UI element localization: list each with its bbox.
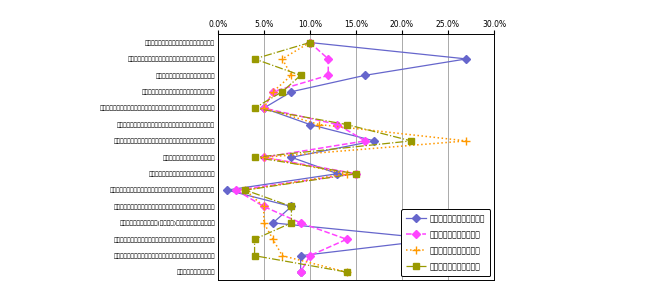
リテラシー最高セグメント <box>287 205 295 208</box>
リテラシー中セグメント <box>242 188 250 192</box>
リテラシー中セグメント <box>260 106 268 110</box>
Line: リテラシー最高セグメント: リテラシー最高セグメント <box>224 40 469 275</box>
リテラシー高セグメント <box>333 123 341 126</box>
リテラシー最高セグメント <box>463 57 471 61</box>
リテラシー最高セグメント <box>296 254 304 257</box>
リテラシー中セグメント <box>269 90 277 94</box>
リテラシー低セグメント <box>251 106 259 110</box>
リテラシー最高セグメント <box>223 188 231 192</box>
リテラシー低セグメント <box>296 74 304 77</box>
リテラシー低セグメント <box>251 156 259 159</box>
リテラシー高セグメント <box>260 106 268 110</box>
Line: リテラシー高セグメント: リテラシー高セグメント <box>233 40 368 275</box>
リテラシー低セグメント <box>306 41 314 44</box>
リテラシー低セグメント <box>278 90 286 94</box>
リテラシー高セグメント <box>343 238 350 241</box>
リテラシー高セグメント <box>352 172 360 175</box>
リテラシー最高セグメント <box>269 221 277 225</box>
リテラシー最高セグメント <box>260 106 268 110</box>
リテラシー最高セグメント <box>306 123 314 126</box>
リテラシー最高セグメント <box>296 270 304 274</box>
リテラシー高セグメント <box>296 221 304 225</box>
リテラシー低セグメント <box>251 254 259 257</box>
リテラシー最高セグメント <box>435 238 443 241</box>
リテラシー高セグメント <box>361 139 369 143</box>
リテラシー中セグメント <box>463 139 471 143</box>
リテラシー低セグメント <box>287 205 295 208</box>
リテラシー中セグメント <box>260 156 268 159</box>
リテラシー低セグメント <box>251 238 259 241</box>
リテラシー低セグメント <box>287 221 295 225</box>
リテラシー低セグメント <box>352 172 360 175</box>
リテラシー中セグメント <box>260 221 268 225</box>
リテラシー中セグメント <box>278 57 286 61</box>
Line: リテラシー中セグメント: リテラシー中セグメント <box>241 38 471 276</box>
リテラシー高セグメント <box>269 90 277 94</box>
リテラシー最高セグメント <box>306 41 314 44</box>
リテラシー中セグメント <box>343 172 350 175</box>
リテラシー中セグメント <box>315 123 323 126</box>
リテラシー高セグメント <box>260 205 268 208</box>
リテラシー高セグメント <box>296 270 304 274</box>
リテラシー最高セグメント <box>361 74 369 77</box>
リテラシー低セグメント <box>343 123 350 126</box>
リテラシー最高セグメント <box>287 156 295 159</box>
リテラシー低セグメント <box>251 57 259 61</box>
リテラシー高セグメント <box>306 254 314 257</box>
リテラシー中セグメント <box>269 238 277 241</box>
リテラシー最高セグメント <box>333 172 341 175</box>
リテラシー低セグメント <box>343 270 350 274</box>
リテラシー中セグメント <box>306 41 314 44</box>
Legend: リテラシー最高セグメント, リテラシー高セグメント, リテラシー中セグメント, リテラシー低セグメント: リテラシー最高セグメント, リテラシー高セグメント, リテラシー中セグメント, … <box>401 209 490 277</box>
リテラシー高セグメント <box>260 156 268 159</box>
リテラシー中セグメント <box>278 254 286 257</box>
リテラシー低セグメント <box>242 188 250 192</box>
Line: リテラシー低セグメント: リテラシー低セグメント <box>242 40 414 275</box>
リテラシー中セグメント <box>287 74 295 77</box>
リテラシー中セグメント <box>260 205 268 208</box>
リテラシー高セグメント <box>324 57 332 61</box>
リテラシー中セグメント <box>343 270 350 274</box>
リテラシー最高セグメント <box>370 139 378 143</box>
リテラシー高セグメント <box>232 188 240 192</box>
リテラシー低セグメント <box>407 139 415 143</box>
リテラシー高セグメント <box>324 74 332 77</box>
リテラシー高セグメント <box>306 41 314 44</box>
リテラシー最高セグメント <box>287 90 295 94</box>
